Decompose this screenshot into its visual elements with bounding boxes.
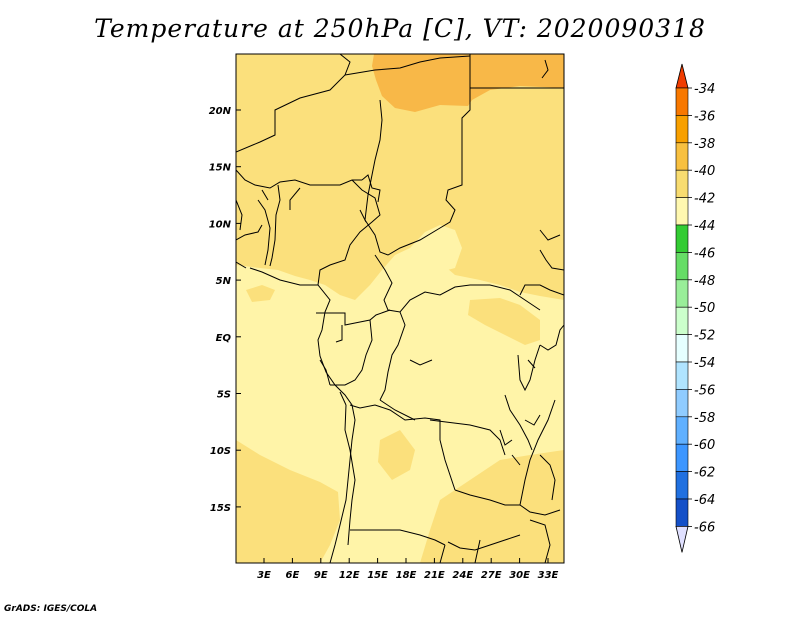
lon-tick-label: 27E <box>481 570 502 581</box>
lon-tick-label: 21E <box>424 570 445 581</box>
legend-label: -60 <box>694 438 715 453</box>
lat-tick-label: 15N <box>209 163 232 174</box>
contour-42-central <box>410 225 462 272</box>
legend-label: -56 <box>694 383 715 398</box>
legend-swatch <box>675 142 689 171</box>
grads-credit: GrADS: IGES/COLA <box>4 604 98 614</box>
contour-40-gulf <box>246 285 275 302</box>
legend-top-arrow <box>675 63 689 89</box>
lon-tick-label: 3E <box>257 570 271 581</box>
legend-swatch <box>675 306 689 335</box>
legend-swatch <box>675 252 689 281</box>
legend-swatch <box>675 443 689 472</box>
legend-label: -36 <box>694 109 715 124</box>
lon-tick-label: 12E <box>339 570 360 581</box>
contour-40-east <box>468 298 540 345</box>
contour-38-north <box>372 54 564 112</box>
legend-label: -64 <box>694 493 715 508</box>
lat-tick-label: 10N <box>209 219 232 230</box>
legend-label: -52 <box>694 329 715 344</box>
lon-tick-label: 18E <box>396 570 417 581</box>
temperature-field <box>236 54 564 563</box>
lat-tick-label: 15S <box>210 503 231 514</box>
legend-label: -54 <box>694 356 715 371</box>
legend-swatch <box>675 115 689 144</box>
lon-tick-label: 24E <box>452 570 473 581</box>
legend-label: -50 <box>694 301 715 316</box>
legend-swatch <box>675 87 689 116</box>
contour-40-north <box>236 54 564 300</box>
color-legend: -34 -36 -38 -40 -42 -44 -46 -48 -50 -52 -54 -56 -58 -… <box>675 63 715 553</box>
legend-swatch <box>675 498 689 527</box>
legend-swatch <box>675 169 689 198</box>
contour-40-west <box>236 440 340 563</box>
lon-tick-label: 33E <box>538 570 559 581</box>
legend-label: -66 <box>694 520 715 535</box>
legend-swatch <box>675 361 689 390</box>
lon-tick-label: 15E <box>367 570 388 581</box>
legend-swatch <box>675 334 689 363</box>
contour-40-central <box>378 430 415 480</box>
legend-label: -40 <box>694 164 715 179</box>
contour-40-southeast <box>420 450 564 563</box>
legend-label: -34 <box>694 82 715 97</box>
lon-tick-label: 6E <box>286 570 300 581</box>
legend-label: -44 <box>694 219 715 234</box>
legend-swatch <box>675 197 689 226</box>
lat-tick-label: EQ <box>216 333 232 344</box>
legend-label: -58 <box>694 411 715 426</box>
legend-label: -62 <box>694 466 715 481</box>
lat-tick-label: 5S <box>217 390 231 401</box>
legend-bottom-arrow <box>675 526 689 553</box>
legend-swatch <box>675 416 689 445</box>
latitude-axis: 20N 15N 10N 5N EQ 5S 10S 15S <box>209 106 241 514</box>
lat-tick-label: 20N <box>209 106 232 117</box>
country-borders <box>236 54 564 563</box>
legend-swatch <box>675 224 689 253</box>
legend-swatch <box>675 389 689 418</box>
legend-label: -46 <box>694 246 715 261</box>
legend-label: -38 <box>694 137 715 152</box>
lat-tick-label: 5N <box>216 276 232 287</box>
legend-label: -42 <box>694 192 715 207</box>
legend-swatch <box>675 279 689 308</box>
legend-swatch <box>675 471 689 500</box>
longitude-axis: 3E 6E 9E 12E 15E 18E 21E 24E 27E 30E 33E <box>257 558 559 581</box>
lat-tick-label: 10S <box>210 446 231 457</box>
map-title: Temperature at 250hPa [C], VT: 202009031… <box>94 14 706 43</box>
legend-label: -48 <box>694 274 715 289</box>
lon-tick-label: 30E <box>509 570 530 581</box>
map-frame <box>235 53 565 564</box>
lon-tick-label: 9E <box>314 570 328 581</box>
